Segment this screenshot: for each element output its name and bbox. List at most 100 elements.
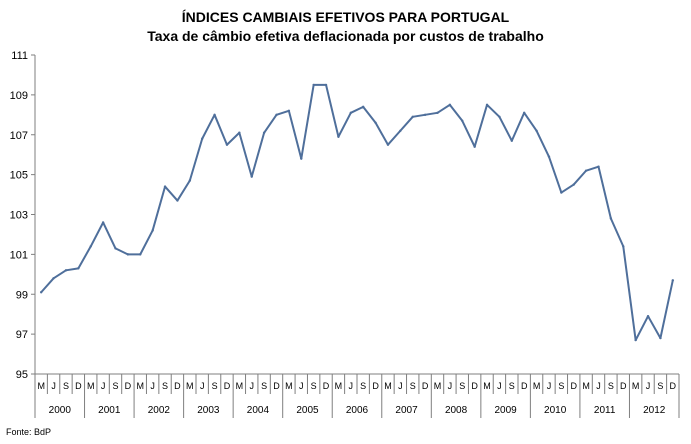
- y-tick-label: 95: [16, 369, 28, 381]
- x-tick-label: M: [483, 381, 491, 391]
- data-point: [287, 109, 291, 113]
- year-label: 2007: [395, 405, 418, 416]
- data-point: [188, 179, 192, 182]
- x-tick-label: D: [75, 381, 82, 391]
- x-tick-label: S: [360, 381, 366, 391]
- y-tick-label: 99: [16, 289, 28, 301]
- data-point: [213, 113, 216, 117]
- data-point: [262, 131, 266, 134]
- data-point: [510, 139, 514, 142]
- x-tick-label: M: [582, 381, 590, 391]
- x-tick-label: S: [410, 381, 416, 391]
- x-tick-label: M: [87, 381, 95, 391]
- year-label: 2008: [445, 405, 468, 416]
- data-point: [275, 113, 278, 117]
- data-point: [250, 175, 253, 178]
- data-point: [89, 245, 92, 248]
- data-point: [77, 267, 80, 270]
- x-tick-label: D: [570, 381, 577, 391]
- data-point: [114, 247, 117, 250]
- x-tick-label: S: [558, 381, 564, 391]
- x-tick-label: S: [212, 381, 218, 391]
- data-point: [312, 83, 315, 87]
- year-label: 2009: [494, 405, 517, 416]
- x-tick-label: J: [547, 381, 552, 391]
- data-point: [597, 165, 600, 168]
- data-point: [547, 155, 551, 158]
- x-tick-label: M: [37, 381, 45, 391]
- x-tick-label: J: [150, 381, 155, 391]
- year-label: 2001: [98, 405, 121, 416]
- x-tick-label: M: [632, 381, 640, 391]
- data-point: [300, 157, 303, 160]
- x-tick-label: J: [497, 381, 502, 391]
- data-point: [101, 221, 105, 224]
- x-tick-label: M: [285, 381, 293, 391]
- x-tick-label: J: [101, 381, 106, 391]
- year-label: 2006: [346, 405, 369, 416]
- y-tick-label: 101: [10, 249, 28, 261]
- data-point: [374, 121, 377, 124]
- data-point: [126, 253, 130, 256]
- x-tick-label: S: [459, 381, 465, 391]
- data-point: [163, 185, 167, 188]
- year-label: 2012: [643, 405, 666, 416]
- data-point: [473, 145, 476, 148]
- x-tick-label: S: [162, 381, 168, 391]
- x-tick-label: J: [398, 381, 403, 391]
- y-tick-label: 103: [10, 210, 28, 222]
- data-point: [64, 269, 68, 272]
- data-point: [646, 314, 650, 318]
- x-tick-label: D: [174, 381, 181, 391]
- x-tick-label: D: [224, 381, 231, 391]
- year-label: 2010: [544, 405, 567, 416]
- data-point: [560, 191, 563, 194]
- data-point: [349, 111, 353, 115]
- data-point: [361, 105, 365, 109]
- x-tick-label: M: [335, 381, 343, 391]
- data-point: [659, 336, 662, 340]
- data-point: [584, 169, 588, 172]
- data-point: [39, 291, 43, 294]
- x-tick-label: S: [63, 381, 69, 391]
- data-point: [461, 119, 464, 122]
- source-note: Fonte: BdP: [6, 427, 52, 437]
- data-point: [52, 277, 55, 280]
- year-label: 2011: [594, 405, 616, 416]
- y-tick-label: 97: [16, 329, 28, 341]
- data-point: [671, 279, 675, 282]
- data-point: [399, 129, 402, 132]
- data-point: [436, 111, 439, 115]
- chart-subtitle: Taxa de câmbio efetiva deflacionada por …: [147, 28, 544, 44]
- x-tick-label: J: [596, 381, 601, 391]
- year-label: 2000: [49, 405, 72, 416]
- x-tick-label: J: [249, 381, 254, 391]
- x-tick-label: D: [125, 381, 132, 391]
- x-tick-label: D: [372, 381, 379, 391]
- data-point: [498, 115, 501, 119]
- y-tick-label: 109: [10, 90, 28, 102]
- x-tick-label: D: [670, 381, 677, 391]
- x-tick-label: S: [261, 381, 267, 391]
- data-point: [225, 143, 229, 146]
- x-tick-label: S: [608, 381, 614, 391]
- x-tick-label: M: [533, 381, 541, 391]
- year-label: 2003: [197, 405, 220, 416]
- x-tick-label: D: [471, 381, 478, 391]
- x-tick-label: J: [646, 381, 651, 391]
- data-point: [337, 135, 340, 138]
- data-point: [238, 131, 241, 134]
- year-label: 2004: [247, 405, 270, 416]
- y-tick-label: 111: [11, 50, 28, 62]
- data-point: [634, 338, 637, 342]
- x-tick-label: D: [521, 381, 528, 391]
- data-point: [535, 129, 538, 132]
- x-tick-label: M: [434, 381, 442, 391]
- x-tick-label: J: [448, 381, 453, 391]
- chart-title: ÍNDICES CAMBIAIS EFETIVOS PARA PORTUGAL: [181, 9, 510, 25]
- data-point: [609, 217, 613, 220]
- x-tick-label: S: [657, 381, 663, 391]
- x-tick-label: J: [299, 381, 304, 391]
